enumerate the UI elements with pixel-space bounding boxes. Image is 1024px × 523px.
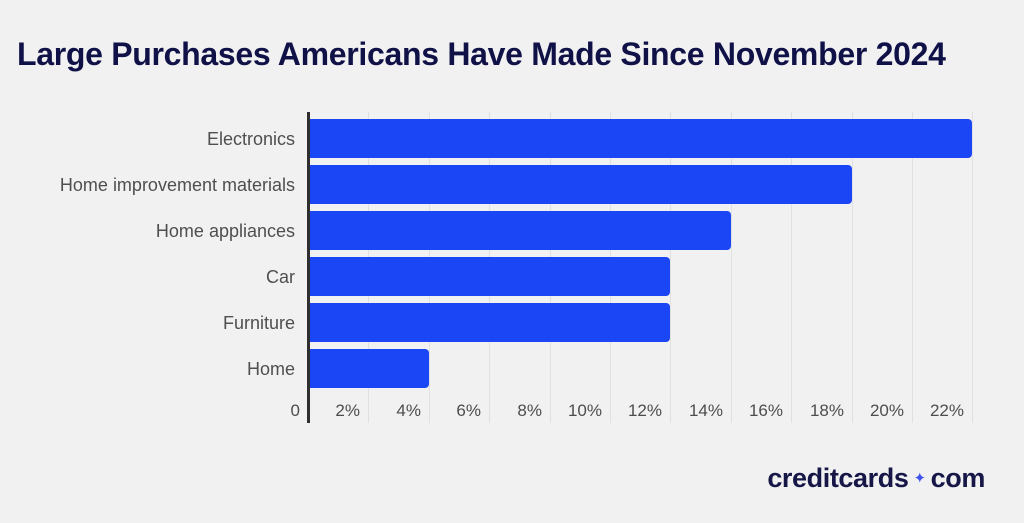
y-axis-line <box>307 112 310 423</box>
gridline <box>791 112 792 423</box>
brand-logo-text-left: creditcards <box>767 463 909 493</box>
category-label: Home <box>246 359 295 379</box>
chart-title: Large Purchases Americans Have Made Sinc… <box>17 36 946 72</box>
x-axis-tick-label: 18% <box>809 401 844 420</box>
gridline <box>731 112 732 423</box>
creditcards-logo: creditcards ✦ com <box>767 461 985 495</box>
x-axis-tick-label: 2% <box>335 401 360 420</box>
category-label: Electronics <box>206 129 295 149</box>
bar-furniture <box>310 303 670 342</box>
x-axis-tick-label: 0 <box>290 401 300 420</box>
bar-electronics <box>310 119 972 158</box>
x-axis-tick-label: 12% <box>627 401 662 420</box>
bar-car <box>310 257 670 296</box>
x-axis-tick-label: 14% <box>688 401 723 420</box>
gridline <box>912 112 913 423</box>
bar-home <box>310 349 429 388</box>
x-axis-tick-label: 4% <box>396 401 421 420</box>
x-axis-tick-label: 16% <box>748 401 783 420</box>
x-axis-tick-label: 8% <box>517 401 542 420</box>
sparkle-icon: ✦ <box>913 470 927 487</box>
category-label: Home improvement materials <box>59 175 295 195</box>
brand-logo-text-right: com <box>930 463 986 493</box>
category-label: Home appliances <box>155 221 295 241</box>
gridline <box>972 112 973 423</box>
x-axis-tick-label: 22% <box>929 401 964 420</box>
gridline <box>852 112 853 423</box>
category-label: Furniture <box>222 313 295 333</box>
x-axis-tick-label: 20% <box>869 401 904 420</box>
bar-home-improvement-materials <box>310 165 852 204</box>
bar-home-appliances <box>310 211 731 250</box>
category-label: Car <box>265 267 295 287</box>
gridline <box>670 112 671 423</box>
x-axis-tick-label: 10% <box>567 401 602 420</box>
x-axis-tick-label: 6% <box>456 401 481 420</box>
